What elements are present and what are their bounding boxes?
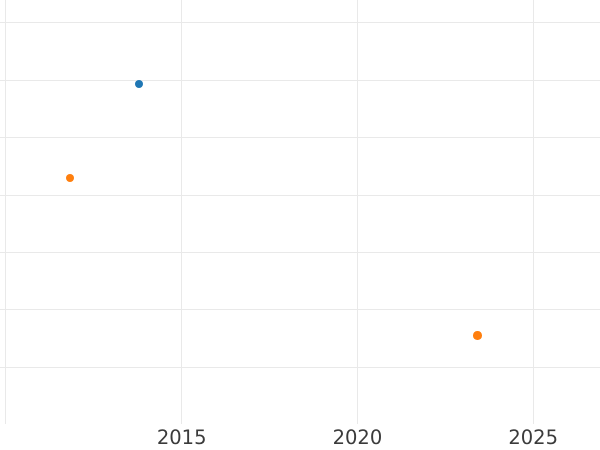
- gridline-horizontal: [0, 251, 600, 253]
- x-tick-label: 2015: [156, 426, 207, 449]
- gridline-vertical: [181, 0, 183, 424]
- gridline-horizontal: [0, 309, 600, 311]
- gridline-horizontal: [0, 22, 600, 24]
- gridline-vertical: [356, 0, 358, 424]
- gridline-horizontal: [0, 79, 600, 81]
- gridline-horizontal: [0, 366, 600, 368]
- gridline-horizontal: [0, 137, 600, 139]
- scatter-point-series-blue: [134, 79, 144, 89]
- gridline-horizontal: [0, 194, 600, 196]
- scatter-point-series-orange: [65, 173, 75, 183]
- scatter-point-series-orange: [473, 331, 482, 340]
- x-tick-label: 2025: [508, 426, 559, 449]
- x-tick-label: 2020: [332, 426, 383, 449]
- gridline-vertical: [532, 0, 534, 424]
- gridline-vertical: [5, 0, 7, 424]
